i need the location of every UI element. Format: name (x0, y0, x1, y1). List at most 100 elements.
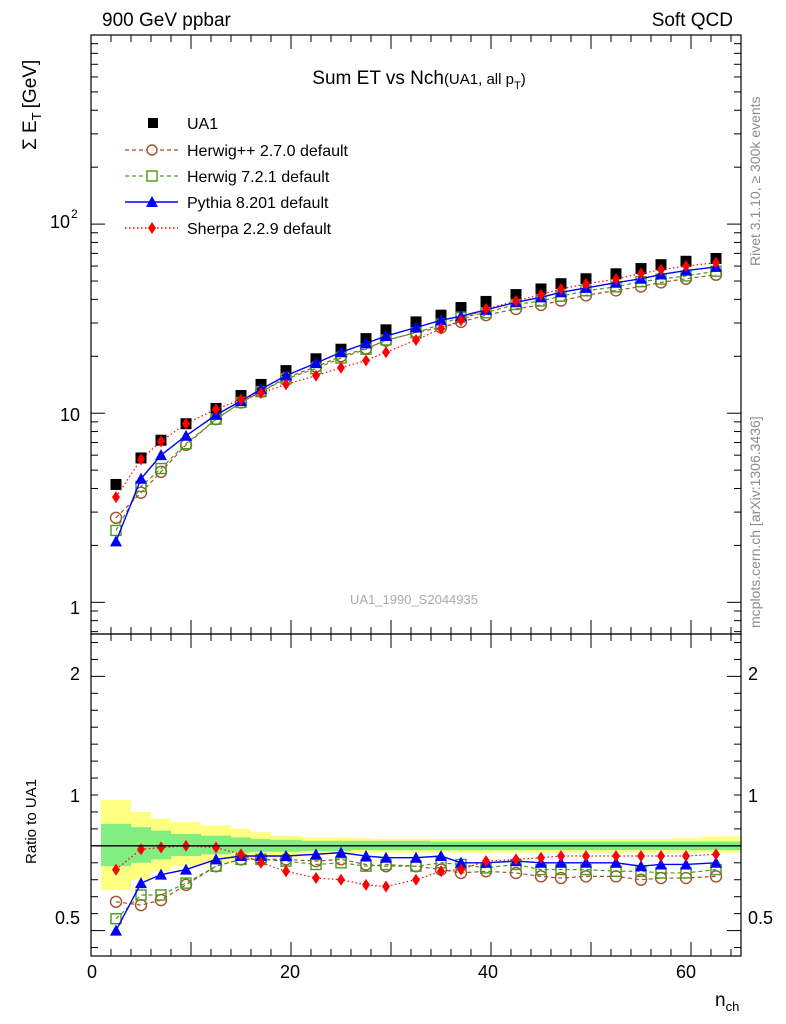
ratio-point-pythia-8-201-default-0 (110, 924, 122, 936)
ratio-line-pythia-8-201-default (115, 851, 717, 931)
ratio-point-sherpa-2-2-9-default-18 (557, 850, 565, 863)
main-point-sherpa-2-2-9-default-11 (382, 346, 390, 359)
ratio-point-sherpa-2-2-9-default-14 (457, 863, 465, 876)
legend-marker-herwig7 (146, 170, 158, 182)
ratio-y-axis-label: Ratio to UA1 (23, 779, 40, 864)
xlabel-sub: ch (726, 999, 740, 1014)
header-left-label: 900 GeV ppbar (102, 10, 232, 31)
ratio-point-pythia-8-201-default-18 (555, 856, 567, 868)
main-point-sherpa-2-2-9-default-12 (412, 333, 420, 346)
ratio-point-herwig-2-7-0-default-18 (554, 871, 568, 885)
main-series-herwig-7-2-1-default (110, 265, 722, 537)
main-series-ua1 (110, 252, 722, 490)
ratio-point-sherpa-2-2-9-default-9 (337, 873, 345, 886)
main-point-sherpa-2-2-9-default-0 (112, 491, 120, 504)
main-point-ua1-0 (110, 478, 122, 490)
main-point-sherpa-2-2-9-default-10 (362, 354, 370, 367)
main-y-tick-label-100-exponent: 2 (71, 207, 78, 221)
ratio-point-pythia-8-201-default-20 (610, 856, 622, 868)
ratio-point-pythia-8-201-default-2 (155, 868, 167, 880)
ratio-point-sherpa-2-2-9-default-5 (237, 848, 245, 861)
main-y-tick-label-10: 10 (60, 405, 80, 425)
ratio-panel-frame (90, 633, 742, 957)
ratio-point-pythia-8-201-default-13 (435, 850, 447, 862)
ratio-point-sherpa-2-2-9-default-2 (157, 841, 165, 854)
ratio-point-sherpa-2-2-9-default-15 (482, 855, 490, 868)
x-tick-label-0: 0 (87, 962, 97, 982)
main-point-pythia-8-201-default-0 (110, 535, 122, 547)
main-series-herwig-2-7-0-default (109, 268, 723, 524)
ratio-point-herwig-7-2-1-default-2 (155, 889, 167, 901)
main-point-herwig-7-2-1-default-2 (155, 462, 167, 475)
main-point-sherpa-2-2-9-default-9 (337, 361, 345, 374)
title-sub-text: (UA1, all p (444, 71, 514, 88)
legend-entry-ua1: UA1 (148, 116, 218, 133)
legend-label-herwigpp: Herwig++ 2.7.0 default (187, 143, 349, 160)
ratio-panel-series (109, 839, 723, 936)
ratio-y-tick-label-0-5-right: 0.5 (748, 908, 773, 928)
ratio-point-herwig-7-2-1-default-1 (135, 889, 147, 901)
x-tick-label-40: 40 (478, 962, 498, 982)
main-point-ua1-16 (510, 289, 522, 301)
main-point-pythia-8-201-default-9 (335, 346, 347, 358)
x-axis-label: nch (715, 990, 739, 1014)
legend-entry-pythia: Pythia 8.201 default (125, 195, 329, 212)
ratio-point-pythia-8-201-default-8 (310, 848, 322, 860)
ratio-point-sherpa-2-2-9-default-4 (212, 841, 220, 854)
ylabel-main: Σ E (20, 120, 41, 150)
main-point-sherpa-2-2-9-default-16 (512, 295, 520, 308)
ratio-point-pythia-8-201-default-9 (335, 846, 347, 858)
ratio-y-tick-labels: 0.5 1 2 0.5 1 2 (55, 664, 773, 928)
ratio-point-herwig-7-2-1-default-10 (360, 860, 372, 872)
main-y-axis-label: Σ ET [GeV] (20, 60, 44, 150)
ratio-point-pythia-8-201-default-10 (360, 850, 372, 862)
ratio-point-pythia-8-201-default-12 (410, 851, 422, 863)
legend-entry-herwig7: Herwig 7.2.1 default (125, 169, 330, 186)
legend-marker-pythia (146, 196, 158, 207)
xlabel-main: n (715, 990, 726, 1011)
ratio-series-sherpa-2-2-9-default (112, 839, 720, 893)
main-point-pythia-8-201-default-2 (155, 449, 167, 461)
title-main-text: Sum ET vs Nch (312, 68, 444, 89)
main-point-pythia-8-201-default-11 (380, 330, 392, 342)
main-point-sherpa-2-2-9-default-24 (712, 256, 720, 269)
main-y-tick-label-100-base: 10 (50, 212, 70, 232)
ratio-point-sherpa-2-2-9-default-22 (657, 850, 665, 863)
ratio-green-band-0 (101, 823, 131, 867)
main-point-pythia-8-201-default-10 (360, 337, 372, 349)
ratio-line-herwig-7-2-1-default (115, 858, 717, 920)
ylabel-unit: [GeV] (20, 60, 41, 109)
ratio-point-sherpa-2-2-9-default-20 (612, 850, 620, 863)
main-point-pythia-8-201-default-8 (310, 357, 322, 369)
axes (90, 34, 742, 957)
ratio-point-sherpa-2-2-9-default-8 (312, 872, 320, 885)
ratio-y-tick-label-2-right: 2 (748, 664, 758, 684)
ratio-point-sherpa-2-2-9-default-12 (412, 873, 420, 886)
main-point-pythia-8-201-default-1 (135, 472, 147, 484)
ratio-y-tick-label-1-right: 1 (748, 786, 758, 806)
mcplots-reference-label: mcplots.cern.ch [arXiv:1306.3436] (747, 416, 763, 628)
main-point-herwig-2-7-0-default-0 (109, 511, 123, 524)
main-point-sherpa-2-2-9-default-21 (637, 267, 645, 280)
main-point-pythia-8-201-default-3 (180, 429, 192, 441)
ratio-series-pythia-8-201-default (110, 846, 722, 936)
main-point-ua1-11 (380, 324, 392, 336)
legend-entry-herwigpp: Herwig++ 2.7.0 default (125, 143, 349, 160)
main-point-sherpa-2-2-9-default-4 (212, 403, 220, 416)
x-tick-label-20: 20 (280, 962, 300, 982)
main-point-sherpa-2-2-9-default-6 (257, 386, 265, 399)
main-y-tick-label-1: 1 (70, 598, 80, 618)
main-point-sherpa-2-2-9-default-19 (582, 278, 590, 291)
ratio-y-tick-label-2-left: 2 (70, 664, 80, 684)
title-sub-subscript: T (514, 80, 521, 92)
main-point-sherpa-2-2-9-default-20 (612, 273, 620, 286)
main-point-sherpa-2-2-9-default-13 (437, 322, 445, 335)
legend-label-sherpa: Sherpa 2.2.9 default (187, 221, 332, 238)
main-line-herwig-7-2-1-default (115, 270, 717, 531)
title-sub-close: ) (521, 71, 526, 88)
ratio-point-sherpa-2-2-9-default-17 (537, 851, 545, 864)
main-series-pythia-8-201-default (110, 260, 722, 547)
ratio-point-pythia-8-201-default-11 (380, 851, 392, 863)
ratio-point-sherpa-2-2-9-default-19 (582, 850, 590, 863)
